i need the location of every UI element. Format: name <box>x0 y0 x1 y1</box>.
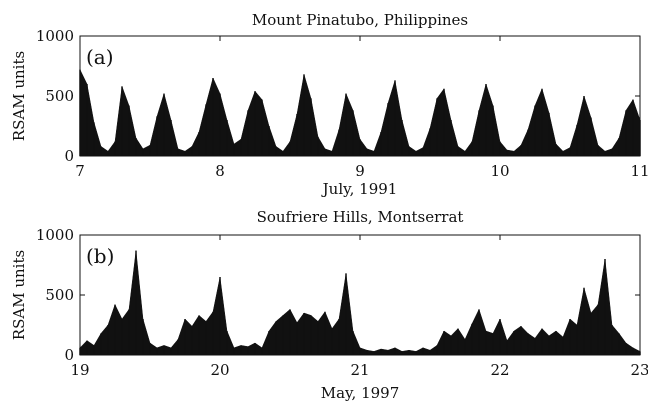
panel-a-xtick-label: 7 <box>75 162 85 180</box>
panel-a-xtick-label: 8 <box>215 162 225 180</box>
panel-b-ytick-label: 1000 <box>36 226 74 244</box>
panel-a-ytick-label: 1000 <box>36 27 74 45</box>
panel-b-ticks: 19 20 21 22 23 0 500 1000 <box>36 226 648 379</box>
panel-b-ytick-label: 0 <box>64 346 74 364</box>
panel-a-xtick-label: 11 <box>630 162 648 180</box>
panel-a-xlabel: July, 1991 <box>321 180 398 198</box>
panel-a-title: Mount Pinatubo, Philippines <box>252 11 468 29</box>
panel-a-xtick-label: 9 <box>355 162 365 180</box>
panel-a-ticks: 7 8 9 10 11 0 500 1000 <box>36 27 648 180</box>
panel-b-xtick-label: 22 <box>490 361 509 379</box>
panel-a-ylabel: RSAM units <box>10 51 28 141</box>
panel-b-xlabel: May, 1997 <box>321 384 400 402</box>
panel-b-ytick-label: 500 <box>45 286 74 304</box>
panel-a-spikes <box>79 69 641 156</box>
panel-b-spikes <box>79 250 641 355</box>
panel-b-title: Soufriere Hills, Montserrat <box>257 208 464 226</box>
panel-b-xtick-label: 21 <box>350 361 369 379</box>
panel-b: Soufriere Hills, Montserrat 19 20 21 22 23 0 5… <box>10 208 648 402</box>
panel-a-ytick-label: 0 <box>64 147 74 165</box>
panel-a-xtick-label: 10 <box>490 162 509 180</box>
panel-a-ytick-label: 500 <box>45 87 74 105</box>
panel-b-xtick-label: 20 <box>210 361 229 379</box>
panel-b-ylabel: RSAM units <box>10 250 28 340</box>
panel-a: Mount Pinatubo, Philippines 7 8 9 10 11 0 500 1… <box>10 11 648 198</box>
panel-b-xtick-label: 23 <box>630 361 648 379</box>
panel-b-xtick-label: 19 <box>70 361 89 379</box>
panel-b-label: (b) <box>86 244 114 268</box>
panel-a-label: (a) <box>86 45 114 69</box>
